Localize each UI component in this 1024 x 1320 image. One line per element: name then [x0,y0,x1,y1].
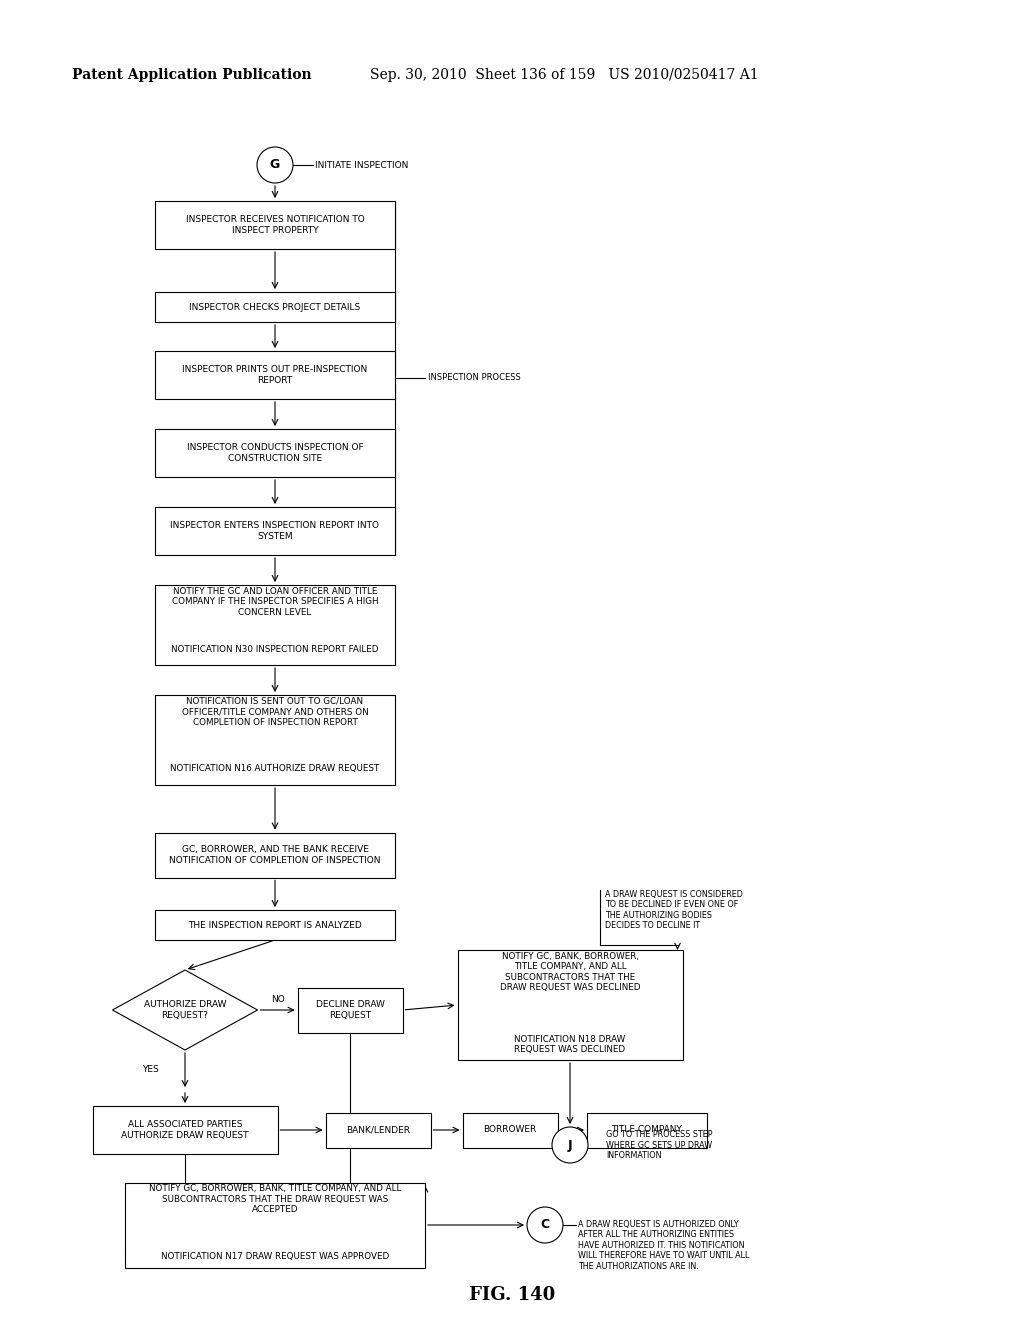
Bar [463,1113,557,1147]
Text: NO: NO [270,995,285,1005]
Text: INSPECTOR RECEIVES NOTIFICATION TO
INSPECT PROPERTY: INSPECTOR RECEIVES NOTIFICATION TO INSPE… [185,215,365,235]
Text: INSPECTION PROCESS: INSPECTION PROCESS [428,374,521,383]
Polygon shape [113,970,257,1049]
Bar [155,429,395,477]
Text: NOTIFY GC, BORROWER, BANK, TITLE COMPANY, AND ALL
SUBCONTRACTORS THAT THE DRAW R: NOTIFY GC, BORROWER, BANK, TITLE COMPANY… [148,1184,401,1214]
Bar [155,696,395,785]
Text: TITLE COMPANY: TITLE COMPANY [611,1126,682,1134]
Bar [458,950,683,1060]
Bar [155,201,395,249]
Bar [326,1113,430,1147]
Text: GO TO THE PROCESS STEP
WHERE GC SETS UP DRAW
INFORMATION: GO TO THE PROCESS STEP WHERE GC SETS UP … [606,1130,713,1160]
Text: NOTIFICATION N17 DRAW REQUEST WAS APPROVED: NOTIFICATION N17 DRAW REQUEST WAS APPROV… [161,1251,389,1261]
Bar [125,1183,425,1267]
Text: NOTIFICATION N16 AUTHORIZE DRAW REQUEST: NOTIFICATION N16 AUTHORIZE DRAW REQUEST [170,764,380,774]
Text: DECLINE DRAW
REQUEST: DECLINE DRAW REQUEST [315,1001,384,1019]
Text: ALL ASSOCIATED PARTIES
AUTHORIZE DRAW REQUEST: ALL ASSOCIATED PARTIES AUTHORIZE DRAW RE… [121,1121,249,1139]
Text: G: G [270,158,281,172]
Bar [155,292,395,322]
Text: Patent Application Publication: Patent Application Publication [72,69,311,82]
Text: INSPECTOR CHECKS PROJECT DETAILS: INSPECTOR CHECKS PROJECT DETAILS [189,302,360,312]
Text: NOTIFICATION N30 INSPECTION REPORT FAILED: NOTIFICATION N30 INSPECTION REPORT FAILE… [171,645,379,653]
Text: J: J [567,1138,572,1151]
Text: A DRAW REQUEST IS AUTHORIZED ONLY
AFTER ALL THE AUTHORIZING ENTITIES
HAVE AUTHOR: A DRAW REQUEST IS AUTHORIZED ONLY AFTER … [578,1220,750,1271]
Bar [155,351,395,399]
Text: INSPECTOR CONDUCTS INSPECTION OF
CONSTRUCTION SITE: INSPECTOR CONDUCTS INSPECTION OF CONSTRU… [186,444,364,463]
Text: NOTIFY GC, BANK, BORROWER,
TITLE COMPANY, AND ALL
SUBCONTRACTORS THAT THE
DRAW R: NOTIFY GC, BANK, BORROWER, TITLE COMPANY… [500,952,640,993]
Circle shape [552,1127,588,1163]
Bar [155,833,395,878]
Text: INSPECTOR PRINTS OUT PRE-INSPECTION
REPORT: INSPECTOR PRINTS OUT PRE-INSPECTION REPO… [182,366,368,384]
Text: NOTIFY THE GC AND LOAN OFFICER AND TITLE
COMPANY IF THE INSPECTOR SPECIFIES A HI: NOTIFY THE GC AND LOAN OFFICER AND TITLE… [172,587,378,616]
Bar [298,987,402,1032]
Text: BANK/LENDER: BANK/LENDER [346,1126,410,1134]
Text: THE INSPECTION REPORT IS ANALYZED: THE INSPECTION REPORT IS ANALYZED [188,920,361,929]
Bar [155,507,395,554]
Bar [155,585,395,665]
Bar [92,1106,278,1154]
Text: C: C [541,1218,550,1232]
Text: INITIATE INSPECTION: INITIATE INSPECTION [315,161,409,169]
Circle shape [257,147,293,183]
Text: INSPECTOR ENTERS INSPECTION REPORT INTO
SYSTEM: INSPECTOR ENTERS INSPECTION REPORT INTO … [171,521,380,541]
Circle shape [527,1206,563,1243]
Text: A DRAW REQUEST IS CONSIDERED
TO BE DECLINED IF EVEN ONE OF
THE AUTHORIZING BODIE: A DRAW REQUEST IS CONSIDERED TO BE DECLI… [605,890,742,931]
Text: Sep. 30, 2010  Sheet 136 of 159   US 2010/0250417 A1: Sep. 30, 2010 Sheet 136 of 159 US 2010/0… [370,69,759,82]
Text: NOTIFICATION IS SENT OUT TO GC/LOAN
OFFICER/TITLE COMPANY AND OTHERS ON
COMPLETI: NOTIFICATION IS SENT OUT TO GC/LOAN OFFI… [181,697,369,727]
Text: AUTHORIZE DRAW
REQUEST?: AUTHORIZE DRAW REQUEST? [143,1001,226,1019]
Text: NOTIFICATION N18 DRAW
REQUEST WAS DECLINED: NOTIFICATION N18 DRAW REQUEST WAS DECLIN… [514,1035,626,1055]
Text: BORROWER: BORROWER [483,1126,537,1134]
Text: GC, BORROWER, AND THE BANK RECEIVE
NOTIFICATION OF COMPLETION OF INSPECTION: GC, BORROWER, AND THE BANK RECEIVE NOTIF… [169,845,381,865]
Bar [587,1113,707,1147]
Bar [155,909,395,940]
Text: YES: YES [141,1065,159,1074]
Text: FIG. 140: FIG. 140 [469,1286,555,1304]
